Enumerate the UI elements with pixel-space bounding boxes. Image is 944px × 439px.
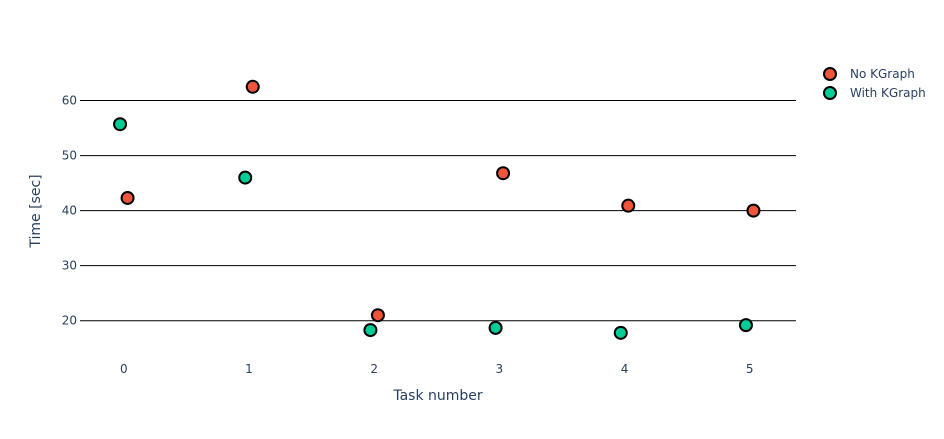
y-tick-label: 20 <box>62 314 77 328</box>
legend-item-with-kgraph[interactable]: With KGraph <box>823 86 926 100</box>
point-with-kgraph-5[interactable] <box>738 318 753 333</box>
legend[interactable]: No KGraph With KGraph <box>823 67 926 100</box>
data-points <box>113 79 761 340</box>
y-axis-ticks: 20 30 40 50 60 <box>62 94 77 328</box>
x-axis-ticks: 0 1 2 3 4 5 <box>120 362 754 376</box>
point-with-kgraph-0[interactable] <box>113 117 128 132</box>
gridlines <box>80 100 796 322</box>
legend-marker-with-kgraph <box>823 86 837 100</box>
y-tick-label: 40 <box>62 204 77 218</box>
x-tick-label: 4 <box>621 362 629 376</box>
point-no-kgraph-5[interactable] <box>746 203 761 218</box>
point-no-kgraph-2[interactable] <box>370 308 385 323</box>
point-no-kgraph-4[interactable] <box>621 198 636 213</box>
y-tick-label: 50 <box>62 149 77 163</box>
x-axis-title: Task number <box>392 388 483 404</box>
x-tick-label: 3 <box>496 362 504 376</box>
x-tick-label: 5 <box>746 362 754 376</box>
legend-label-with-kgraph: With KGraph <box>850 86 926 100</box>
point-with-kgraph-1[interactable] <box>238 170 253 185</box>
legend-item-no-kgraph[interactable]: No KGraph <box>823 67 915 81</box>
point-with-kgraph-4[interactable] <box>613 325 628 340</box>
point-with-kgraph-3[interactable] <box>488 320 503 335</box>
point-no-kgraph-0[interactable] <box>120 190 135 205</box>
x-tick-label: 2 <box>370 362 378 376</box>
y-tick-label: 30 <box>62 259 77 273</box>
legend-label-no-kgraph: No KGraph <box>850 67 915 81</box>
legend-marker-no-kgraph <box>823 67 837 81</box>
x-tick-label: 1 <box>245 362 253 376</box>
point-no-kgraph-3[interactable] <box>496 166 511 181</box>
x-tick-label: 0 <box>120 362 128 376</box>
point-with-kgraph-2[interactable] <box>363 323 378 338</box>
y-axis-title: Time [sec] <box>28 174 44 248</box>
y-tick-label: 60 <box>62 94 77 108</box>
point-no-kgraph-1[interactable] <box>245 79 260 94</box>
